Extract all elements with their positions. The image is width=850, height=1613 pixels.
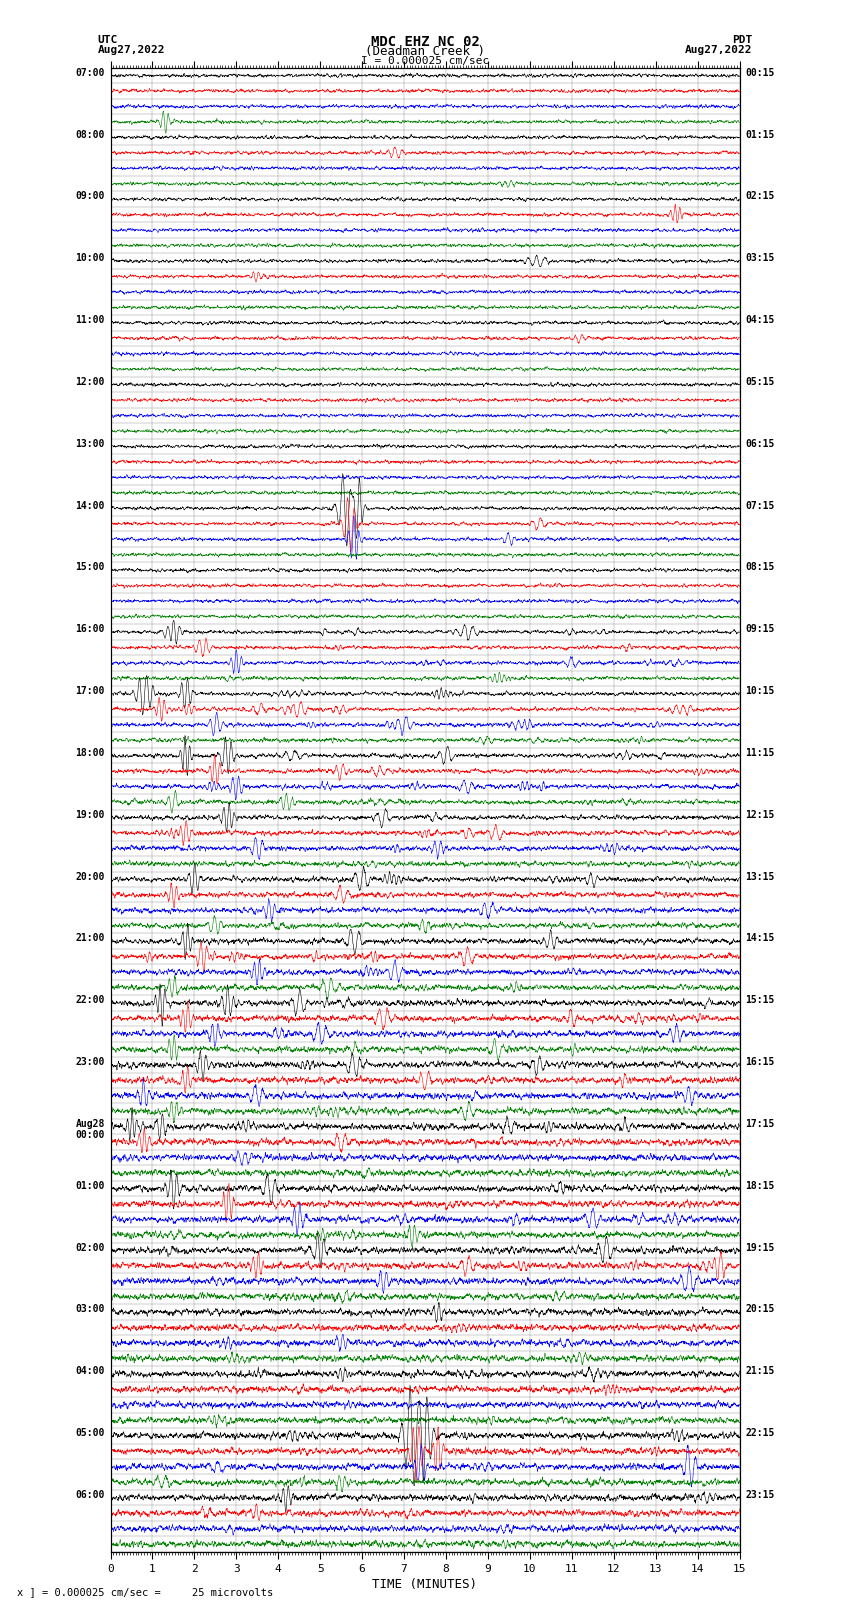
Text: 09:00: 09:00 xyxy=(76,192,105,202)
Text: 21:00: 21:00 xyxy=(76,934,105,944)
Text: Aug27,2022: Aug27,2022 xyxy=(685,45,752,55)
Text: 16:00: 16:00 xyxy=(76,624,105,634)
Text: 02:00: 02:00 xyxy=(76,1242,105,1253)
Text: (Deadman Creek ): (Deadman Creek ) xyxy=(365,45,485,58)
Text: 08:15: 08:15 xyxy=(745,563,774,573)
Text: 04:00: 04:00 xyxy=(76,1366,105,1376)
Text: 10:00: 10:00 xyxy=(76,253,105,263)
Text: MDC EHZ NC 02: MDC EHZ NC 02 xyxy=(371,35,479,50)
Text: 10:15: 10:15 xyxy=(745,686,774,697)
Text: 13:00: 13:00 xyxy=(76,439,105,448)
Text: I = 0.000025 cm/sec: I = 0.000025 cm/sec xyxy=(361,56,489,66)
Text: 06:00: 06:00 xyxy=(76,1490,105,1500)
Text: 11:15: 11:15 xyxy=(745,748,774,758)
Text: 23:15: 23:15 xyxy=(745,1490,774,1500)
Text: Aug27,2022: Aug27,2022 xyxy=(98,45,165,55)
Text: 14:15: 14:15 xyxy=(745,934,774,944)
Text: 23:00: 23:00 xyxy=(76,1057,105,1068)
Text: 04:15: 04:15 xyxy=(745,315,774,326)
Text: 18:15: 18:15 xyxy=(745,1181,774,1190)
Text: 19:15: 19:15 xyxy=(745,1242,774,1253)
Text: 05:15: 05:15 xyxy=(745,377,774,387)
Text: 17:00: 17:00 xyxy=(76,686,105,697)
Text: 12:00: 12:00 xyxy=(76,377,105,387)
Text: 19:00: 19:00 xyxy=(76,810,105,819)
X-axis label: TIME (MINUTES): TIME (MINUTES) xyxy=(372,1578,478,1590)
Text: 03:15: 03:15 xyxy=(745,253,774,263)
Text: 07:00: 07:00 xyxy=(76,68,105,77)
Text: 17:15: 17:15 xyxy=(745,1119,774,1129)
Text: 18:00: 18:00 xyxy=(76,748,105,758)
Text: 12:15: 12:15 xyxy=(745,810,774,819)
Text: 03:00: 03:00 xyxy=(76,1305,105,1315)
Text: 20:15: 20:15 xyxy=(745,1305,774,1315)
Text: 09:15: 09:15 xyxy=(745,624,774,634)
Text: 08:00: 08:00 xyxy=(76,129,105,140)
Text: 02:15: 02:15 xyxy=(745,192,774,202)
Text: 20:00: 20:00 xyxy=(76,871,105,882)
Text: 11:00: 11:00 xyxy=(76,315,105,326)
Text: 06:15: 06:15 xyxy=(745,439,774,448)
Text: Aug28
00:00: Aug28 00:00 xyxy=(76,1119,105,1140)
Text: UTC: UTC xyxy=(98,35,118,45)
Text: 14:00: 14:00 xyxy=(76,500,105,511)
Text: 01:00: 01:00 xyxy=(76,1181,105,1190)
Text: 15:00: 15:00 xyxy=(76,563,105,573)
Text: 13:15: 13:15 xyxy=(745,871,774,882)
Text: 00:15: 00:15 xyxy=(745,68,774,77)
Text: 22:15: 22:15 xyxy=(745,1428,774,1439)
Text: 07:15: 07:15 xyxy=(745,500,774,511)
Text: 22:00: 22:00 xyxy=(76,995,105,1005)
Text: 05:00: 05:00 xyxy=(76,1428,105,1439)
Text: PDT: PDT xyxy=(732,35,752,45)
Text: 01:15: 01:15 xyxy=(745,129,774,140)
Text: x ] = 0.000025 cm/sec =     25 microvolts: x ] = 0.000025 cm/sec = 25 microvolts xyxy=(17,1587,273,1597)
Text: 16:15: 16:15 xyxy=(745,1057,774,1068)
Text: 21:15: 21:15 xyxy=(745,1366,774,1376)
Text: 15:15: 15:15 xyxy=(745,995,774,1005)
